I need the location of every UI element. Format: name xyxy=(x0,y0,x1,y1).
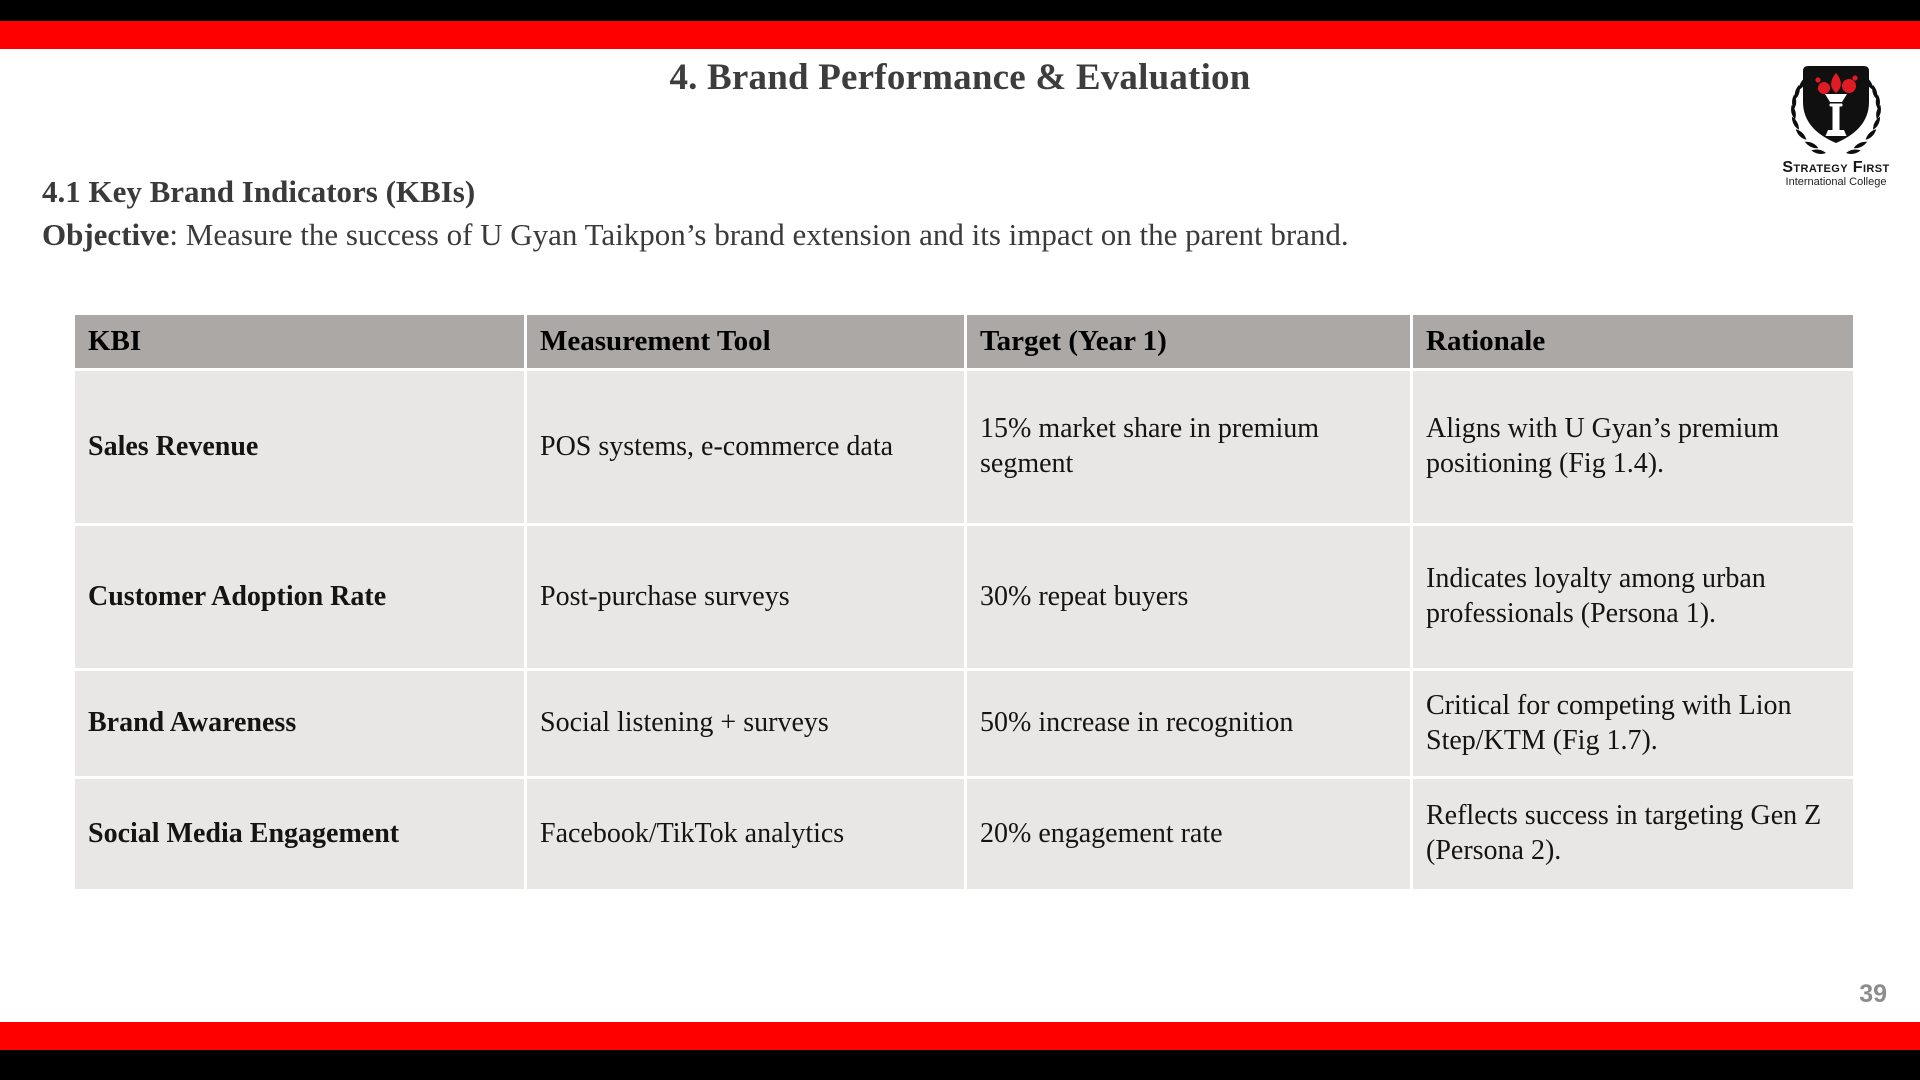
column-header-rationale: Rationale xyxy=(1410,312,1856,371)
table-row: Customer Adoption Rate Post-purchase sur… xyxy=(72,523,1856,671)
logo-name-text: Strategy First xyxy=(1782,159,1890,176)
cell-kbi: Social Media Engagement xyxy=(72,776,527,892)
cell-target: 15% market share in premium segment xyxy=(964,368,1413,526)
cell-target: 30% repeat buyers xyxy=(964,523,1413,671)
objective-text: : Measure the success of U Gyan Taikpon’… xyxy=(169,217,1349,252)
cell-measurement-tool: POS systems, e-commerce data xyxy=(524,368,967,526)
top-red-bar xyxy=(0,21,1920,49)
torch xyxy=(1825,94,1847,136)
top-black-bar xyxy=(0,0,1920,21)
bottom-black-bar xyxy=(0,1050,1920,1080)
table-row: Social Media Engagement Facebook/TikTok … xyxy=(72,776,1856,892)
logo-subtitle-text: International College xyxy=(1785,176,1887,188)
column-header-target: Target (Year 1) xyxy=(964,312,1413,371)
cell-measurement-tool: Facebook/TikTok analytics xyxy=(524,776,967,892)
cell-rationale: Aligns with U Gyan’s premium positioning… xyxy=(1410,368,1856,526)
cell-kbi: Sales Revenue xyxy=(72,368,527,526)
cell-measurement-tool: Post-purchase surveys xyxy=(524,523,967,671)
objective-label: Objective xyxy=(42,217,170,252)
slide-title: 4. Brand Performance & Evaluation xyxy=(669,57,1251,98)
cell-kbi: Customer Adoption Rate xyxy=(72,523,527,671)
objective-line: Objective: Measure the success of U Gyan… xyxy=(42,213,1602,256)
table-header-row: KBI Measurement Tool Target (Year 1) Rat… xyxy=(72,312,1856,371)
cell-target: 20% engagement rate xyxy=(964,776,1413,892)
bottom-red-bar xyxy=(0,1022,1920,1050)
cell-measurement-tool: Social listening + surveys xyxy=(524,668,967,779)
column-header-measurement-tool: Measurement Tool xyxy=(524,312,967,371)
cell-kbi: Brand Awareness xyxy=(72,668,527,779)
section-heading: 4.1 Key Brand Indicators (KBIs) xyxy=(42,174,476,209)
cell-rationale: Critical for competing with Lion Step/KT… xyxy=(1410,668,1856,779)
intro-block: 4.1 Key Brand Indicators (KBIs) Objectiv… xyxy=(42,170,1602,256)
flame xyxy=(1815,73,1858,94)
kbi-table: KBI Measurement Tool Target (Year 1) Rat… xyxy=(72,312,1856,892)
cell-target: 50% increase in recognition xyxy=(964,668,1413,779)
table-row: Sales Revenue POS systems, e-commerce da… xyxy=(72,368,1856,526)
cell-rationale: Reflects success in targeting Gen Z (Per… xyxy=(1410,776,1856,892)
table-row: Brand Awareness Social listening + surve… xyxy=(72,668,1856,779)
cell-rationale: Indicates loyalty among urban profession… xyxy=(1410,523,1856,671)
column-header-kbi: KBI xyxy=(72,312,527,371)
laurel-crest-shield-torch-icon xyxy=(1789,65,1883,156)
strategy-first-logo: Strategy First International College xyxy=(1760,52,1912,189)
page-number: 39 xyxy=(1859,980,1887,1008)
